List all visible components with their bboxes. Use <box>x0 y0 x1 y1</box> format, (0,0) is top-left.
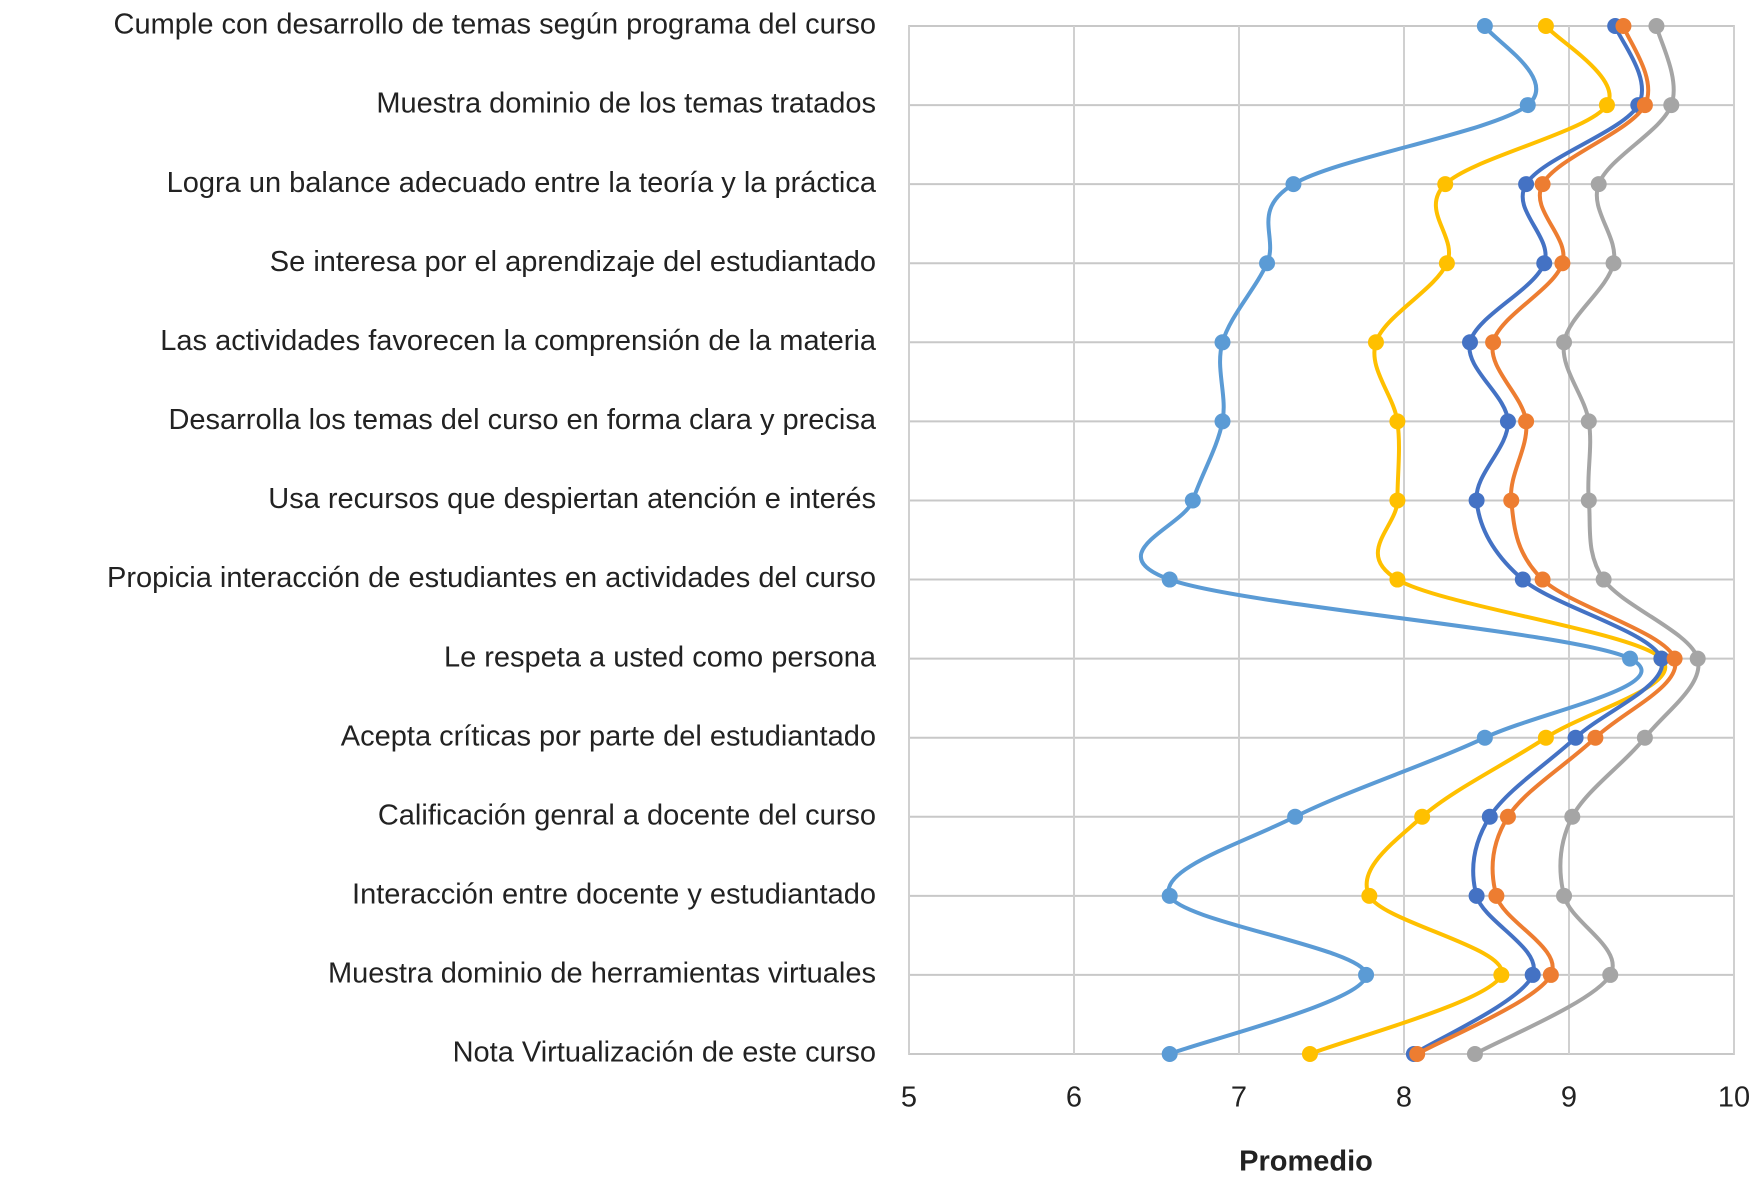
point <box>1488 887 1505 904</box>
point <box>1556 887 1573 904</box>
point <box>1476 729 1493 746</box>
point <box>1468 492 1485 509</box>
point <box>1534 176 1551 193</box>
point <box>1636 729 1653 746</box>
point <box>1287 808 1304 825</box>
y-tick-label: Se interesa por el aprendizaje del estud… <box>270 246 876 278</box>
point <box>1285 176 1302 193</box>
point <box>1301 1046 1318 1062</box>
x-tick-label: 5 <box>901 1082 917 1114</box>
y-tick-label: Calificación genral a docente del curso <box>378 799 876 831</box>
point <box>1468 887 1485 904</box>
point <box>1537 18 1554 34</box>
point <box>1622 650 1639 667</box>
point <box>1537 729 1554 746</box>
point <box>1605 255 1622 272</box>
point <box>1514 571 1531 588</box>
point <box>1389 413 1406 430</box>
point <box>1503 492 1520 509</box>
point <box>1409 1046 1426 1062</box>
point <box>1564 808 1581 825</box>
point <box>1358 966 1375 983</box>
point <box>1554 255 1571 272</box>
point <box>1598 97 1615 114</box>
y-tick-label: Nota Virtualización de este curso <box>453 1037 876 1069</box>
point <box>1689 650 1706 667</box>
y-tick-label: Interacción entre docente y estudiantado <box>352 879 876 911</box>
series-line <box>1473 25 1701 1056</box>
x-axis-label: Promedio <box>1239 1146 1373 1178</box>
point <box>1536 255 1553 272</box>
point <box>1567 729 1584 746</box>
x-tick-label: 6 <box>1066 1082 1082 1114</box>
point <box>1519 97 1536 114</box>
point <box>1367 334 1384 351</box>
point <box>1518 413 1535 430</box>
point <box>1414 808 1431 825</box>
point <box>1499 413 1516 430</box>
point <box>1499 808 1516 825</box>
point <box>1485 334 1502 351</box>
point <box>1534 571 1551 588</box>
point <box>1556 334 1573 351</box>
point <box>1389 571 1406 588</box>
y-tick-label: Las actividades favorecen la comprensión… <box>160 325 877 357</box>
point <box>1542 966 1559 983</box>
y-tick-label: Desarrolla los temas del curso en forma … <box>168 404 876 436</box>
y-tick-label: Cumple con desarrollo de temas según pro… <box>114 9 876 41</box>
point <box>1615 18 1632 34</box>
point <box>1438 255 1455 272</box>
point <box>1214 413 1231 430</box>
point <box>1590 176 1607 193</box>
y-tick-label: Acepta críticas por parte del estudianta… <box>341 720 876 752</box>
point <box>1636 97 1653 114</box>
plot-frame <box>908 25 1735 1055</box>
point <box>1481 808 1498 825</box>
point <box>1580 413 1597 430</box>
point <box>1653 650 1670 667</box>
point <box>1462 334 1478 351</box>
x-tick-label: 8 <box>1396 1082 1412 1114</box>
point <box>1595 571 1612 588</box>
point <box>1476 18 1493 34</box>
point <box>1361 887 1378 904</box>
y-tick-label: Propicia interacción de estudiantes en a… <box>107 562 876 594</box>
y-tick-label: Usa recursos que despiertan atención e i… <box>268 483 876 515</box>
point <box>1259 255 1276 272</box>
point <box>1524 966 1541 983</box>
point <box>1184 492 1201 509</box>
point <box>1602 966 1619 983</box>
point <box>1161 887 1178 904</box>
x-tick-label: 9 <box>1561 1082 1577 1114</box>
point <box>1580 492 1597 509</box>
point <box>1518 176 1535 193</box>
point <box>1663 97 1680 114</box>
point <box>1437 176 1454 193</box>
y-tick-label: Muestra dominio de los temas tratados <box>376 88 876 120</box>
point <box>1161 571 1178 588</box>
point <box>1493 966 1510 983</box>
point <box>1214 334 1231 351</box>
x-tick-label: 10 <box>1718 1082 1750 1114</box>
y-tick-label: Le respeta a usted como persona <box>444 641 877 673</box>
y-tick-label: Logra un balance adecuado entre la teorí… <box>167 167 877 199</box>
point <box>1666 650 1683 667</box>
y-tick-label: Muestra dominio de herramientas virtuale… <box>328 958 876 990</box>
x-tick-label: 7 <box>1231 1082 1247 1114</box>
point <box>1389 492 1406 509</box>
point <box>1161 1046 1178 1062</box>
point <box>1587 729 1604 746</box>
point <box>1648 18 1665 34</box>
point <box>1466 1046 1483 1062</box>
